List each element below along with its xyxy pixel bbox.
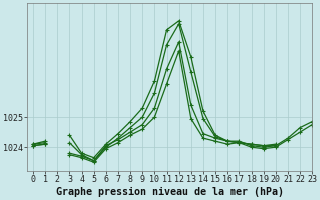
X-axis label: Graphe pression niveau de la mer (hPa): Graphe pression niveau de la mer (hPa) (56, 187, 284, 197)
